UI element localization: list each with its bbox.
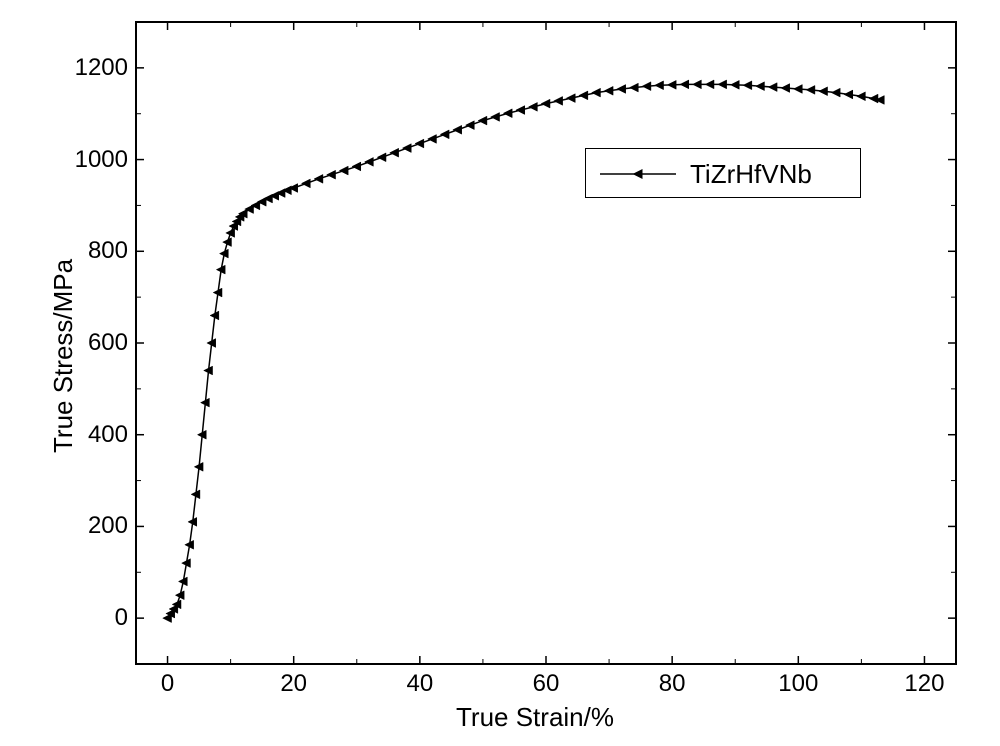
y-tick-label: 600 [88, 329, 128, 357]
x-tick-label: 0 [138, 670, 198, 698]
x-tick-label: 120 [894, 670, 954, 698]
y-tick-label: 200 [88, 512, 128, 540]
figure: True Strain/% True Stress/MPa TiZrHfVNb … [0, 0, 1000, 746]
legend-item-label: TiZrHfVNb [690, 159, 812, 190]
x-tick-label: 40 [390, 670, 450, 698]
y-axis-label: True Stress/MPa [48, 259, 79, 453]
y-tick-label: 1200 [75, 54, 128, 82]
x-tick-label: 20 [264, 670, 324, 698]
chart-svg [0, 0, 1000, 746]
y-tick-label: 0 [115, 604, 128, 632]
x-tick-label: 100 [768, 670, 828, 698]
y-tick-label: 800 [88, 237, 128, 265]
x-tick-label: 60 [516, 670, 576, 698]
x-tick-label: 80 [642, 670, 702, 698]
legend: TiZrHfVNb [585, 148, 861, 198]
x-axis-label: True Strain/% [456, 702, 614, 733]
y-tick-label: 400 [88, 421, 128, 449]
y-tick-label: 1000 [75, 146, 128, 174]
